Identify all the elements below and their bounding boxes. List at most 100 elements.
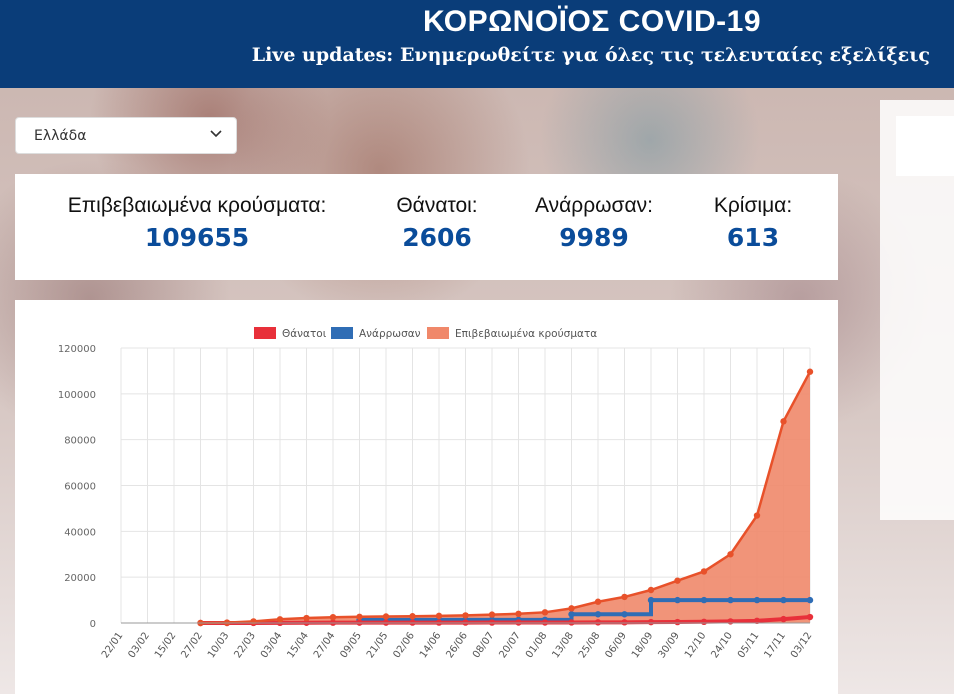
x-tick-label: 17/11 bbox=[762, 630, 788, 660]
data-point bbox=[382, 613, 390, 620]
data-point bbox=[329, 613, 337, 621]
x-tick-label: 05/11 bbox=[736, 630, 762, 660]
series-line-2 bbox=[200, 371, 812, 625]
data-point bbox=[250, 618, 257, 625]
x-tick-label: 24/10 bbox=[709, 630, 735, 660]
data-point bbox=[462, 612, 469, 619]
data-point bbox=[727, 596, 734, 604]
page-title: ΚΟΡΩΝΟΪΟΣ COVID-19 bbox=[422, 5, 762, 38]
x-tick-label: 13/08 bbox=[550, 630, 576, 660]
y-tick-label: 100000 bbox=[58, 390, 96, 401]
legend-swatch bbox=[254, 327, 276, 339]
data-point bbox=[594, 611, 602, 618]
stat-critical-label: Κρίσιμα: bbox=[713, 194, 793, 217]
x-tick-label: 03/04 bbox=[259, 630, 285, 660]
country-select-value: Ελλάδα bbox=[34, 128, 87, 144]
x-tick-label: 02/06 bbox=[391, 630, 417, 660]
page-subtitle: Live updates: Ενημερωθείτε για όλες τις … bbox=[251, 44, 930, 66]
data-point bbox=[303, 614, 310, 622]
y-tick-label: 0 bbox=[90, 619, 96, 630]
x-tick-label: 12/10 bbox=[683, 630, 709, 660]
data-point bbox=[700, 618, 708, 626]
data-point bbox=[806, 368, 814, 375]
x-tick-label: 30/09 bbox=[656, 630, 682, 660]
stat-critical: Κρίσιμα: 613 bbox=[695, 194, 811, 252]
data-point bbox=[488, 611, 496, 618]
x-tick-label: 21/05 bbox=[365, 630, 391, 660]
data-point bbox=[647, 618, 655, 626]
y-tick-label: 20000 bbox=[64, 573, 96, 584]
data-point bbox=[700, 568, 708, 575]
y-tick-label: 120000 bbox=[58, 344, 96, 355]
confirmed-area bbox=[200, 371, 810, 623]
x-tick-label: 03/12 bbox=[789, 630, 815, 660]
data-point bbox=[621, 611, 628, 618]
stat-confirmed-label: Επιβεβαιωμένα κρούσματα: bbox=[67, 194, 327, 217]
data-point bbox=[621, 593, 628, 601]
data-point bbox=[568, 605, 575, 612]
stat-deaths-value: 2606 bbox=[402, 223, 472, 252]
series-line-1 bbox=[359, 598, 810, 622]
stat-deaths-label: Θάνατοι: bbox=[396, 194, 478, 217]
x-tick-label: 15/04 bbox=[285, 630, 311, 660]
data-point bbox=[621, 619, 628, 626]
x-tick-label: 01/08 bbox=[524, 630, 550, 660]
data-point bbox=[753, 512, 761, 519]
x-tick-label: 22/01 bbox=[100, 630, 126, 660]
stat-deaths: Θάνατοι: 2606 bbox=[377, 194, 497, 252]
x-tick-label: 27/04 bbox=[312, 630, 338, 660]
y-tick-label: 80000 bbox=[64, 436, 96, 447]
data-point bbox=[276, 616, 284, 623]
stat-confirmed-value: 109655 bbox=[144, 223, 250, 252]
x-tick-label: 15/02 bbox=[153, 630, 179, 660]
data-point bbox=[780, 596, 787, 604]
data-point bbox=[409, 613, 416, 620]
x-tick-label: 06/09 bbox=[603, 630, 629, 660]
data-point bbox=[568, 611, 575, 618]
legend-swatch bbox=[331, 327, 353, 339]
stat-confirmed: Επιβεβαιωμένα κρούσματα: 109655 bbox=[47, 194, 347, 252]
x-tick-label: 20/07 bbox=[497, 630, 523, 660]
x-tick-label: 22/03 bbox=[232, 630, 258, 660]
data-point bbox=[700, 596, 708, 604]
x-tick-label: 27/02 bbox=[179, 630, 205, 660]
data-point bbox=[674, 596, 681, 604]
data-point bbox=[806, 613, 814, 621]
legend-swatch bbox=[427, 327, 449, 339]
x-tick-label: 18/09 bbox=[630, 630, 656, 660]
data-point bbox=[727, 551, 734, 558]
data-point bbox=[647, 586, 655, 594]
stat-critical-value: 613 bbox=[726, 223, 780, 252]
data-point bbox=[674, 577, 681, 584]
data-point bbox=[541, 609, 549, 616]
stat-recovered-label: Ανάρρωσαν: bbox=[535, 194, 653, 217]
chart-card: 0 20000 40000 60000 80000 100000 120000 22/01 03… bbox=[15, 300, 838, 694]
data-point bbox=[780, 418, 787, 425]
data-point bbox=[647, 596, 655, 604]
data-point bbox=[594, 598, 602, 605]
y-tick-label: 40000 bbox=[64, 527, 96, 538]
x-tick-label: 10/03 bbox=[206, 630, 232, 660]
legend-label: Επιβεβαιωμένα κρούσματα bbox=[455, 328, 597, 340]
stat-recovered: Ανάρρωσαν: 9989 bbox=[519, 194, 669, 252]
stat-recovered-value: 9989 bbox=[559, 223, 629, 252]
data-point bbox=[780, 615, 787, 623]
legend-label: Θάνατοι bbox=[282, 328, 327, 340]
chevron-down-icon bbox=[210, 124, 222, 148]
data-point bbox=[568, 619, 575, 626]
x-tick-label: 03/02 bbox=[126, 630, 152, 660]
country-select[interactable]: Ελλάδα bbox=[15, 117, 237, 154]
data-point bbox=[753, 617, 761, 625]
x-tick-label: 14/06 bbox=[418, 630, 444, 660]
data-point bbox=[753, 596, 761, 604]
x-tick-label: 25/08 bbox=[577, 630, 603, 660]
data-point bbox=[674, 618, 681, 626]
legend-label: Ανάρρωσαν bbox=[359, 328, 421, 340]
data-point bbox=[515, 610, 522, 618]
data-point bbox=[356, 613, 363, 620]
data-point bbox=[594, 619, 602, 626]
y-tick-label: 60000 bbox=[64, 482, 96, 493]
page-header: ΚΟΡΩΝΟΪΟΣ COVID-19 Live updates: Ενημερω… bbox=[0, 0, 954, 88]
data-point bbox=[727, 618, 734, 625]
